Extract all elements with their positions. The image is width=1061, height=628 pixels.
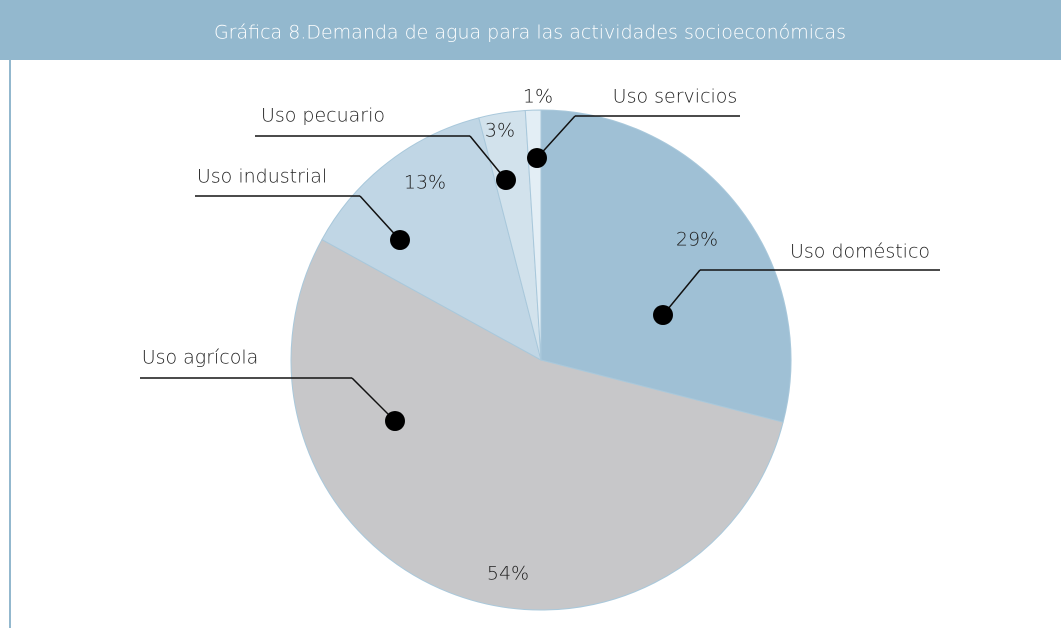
labels: 29% Uso doméstico 54% Uso agrícola 13% Uso in… (140, 86, 940, 585)
leader-line (351, 377, 396, 422)
leader-dot (527, 148, 547, 168)
value-label: 1% (523, 86, 553, 108)
category-label: Uso servicios (613, 86, 738, 108)
category-label: Uso industrial (197, 166, 327, 188)
pie-slice (290, 238, 784, 611)
value-label: 54% (487, 563, 529, 585)
value-label: 29% (676, 229, 718, 251)
leader-dot (653, 305, 673, 325)
leader-dot (496, 170, 516, 190)
category-label: Uso agrícola (142, 347, 259, 369)
value-label: 13% (404, 172, 446, 194)
category-label: Uso doméstico (790, 241, 930, 263)
header-bar (0, 0, 1061, 60)
pie-slice (524, 109, 542, 361)
pie (290, 109, 792, 611)
leader-dot (390, 230, 410, 250)
chart-title: Gráfica 8.Demanda de agua para las activ… (214, 22, 846, 44)
pie-slice (321, 117, 542, 361)
pie-slice (540, 109, 792, 423)
value-label: 3% (485, 120, 515, 142)
category-label: Uso pecuario (261, 105, 385, 127)
leader-dot (385, 411, 405, 431)
